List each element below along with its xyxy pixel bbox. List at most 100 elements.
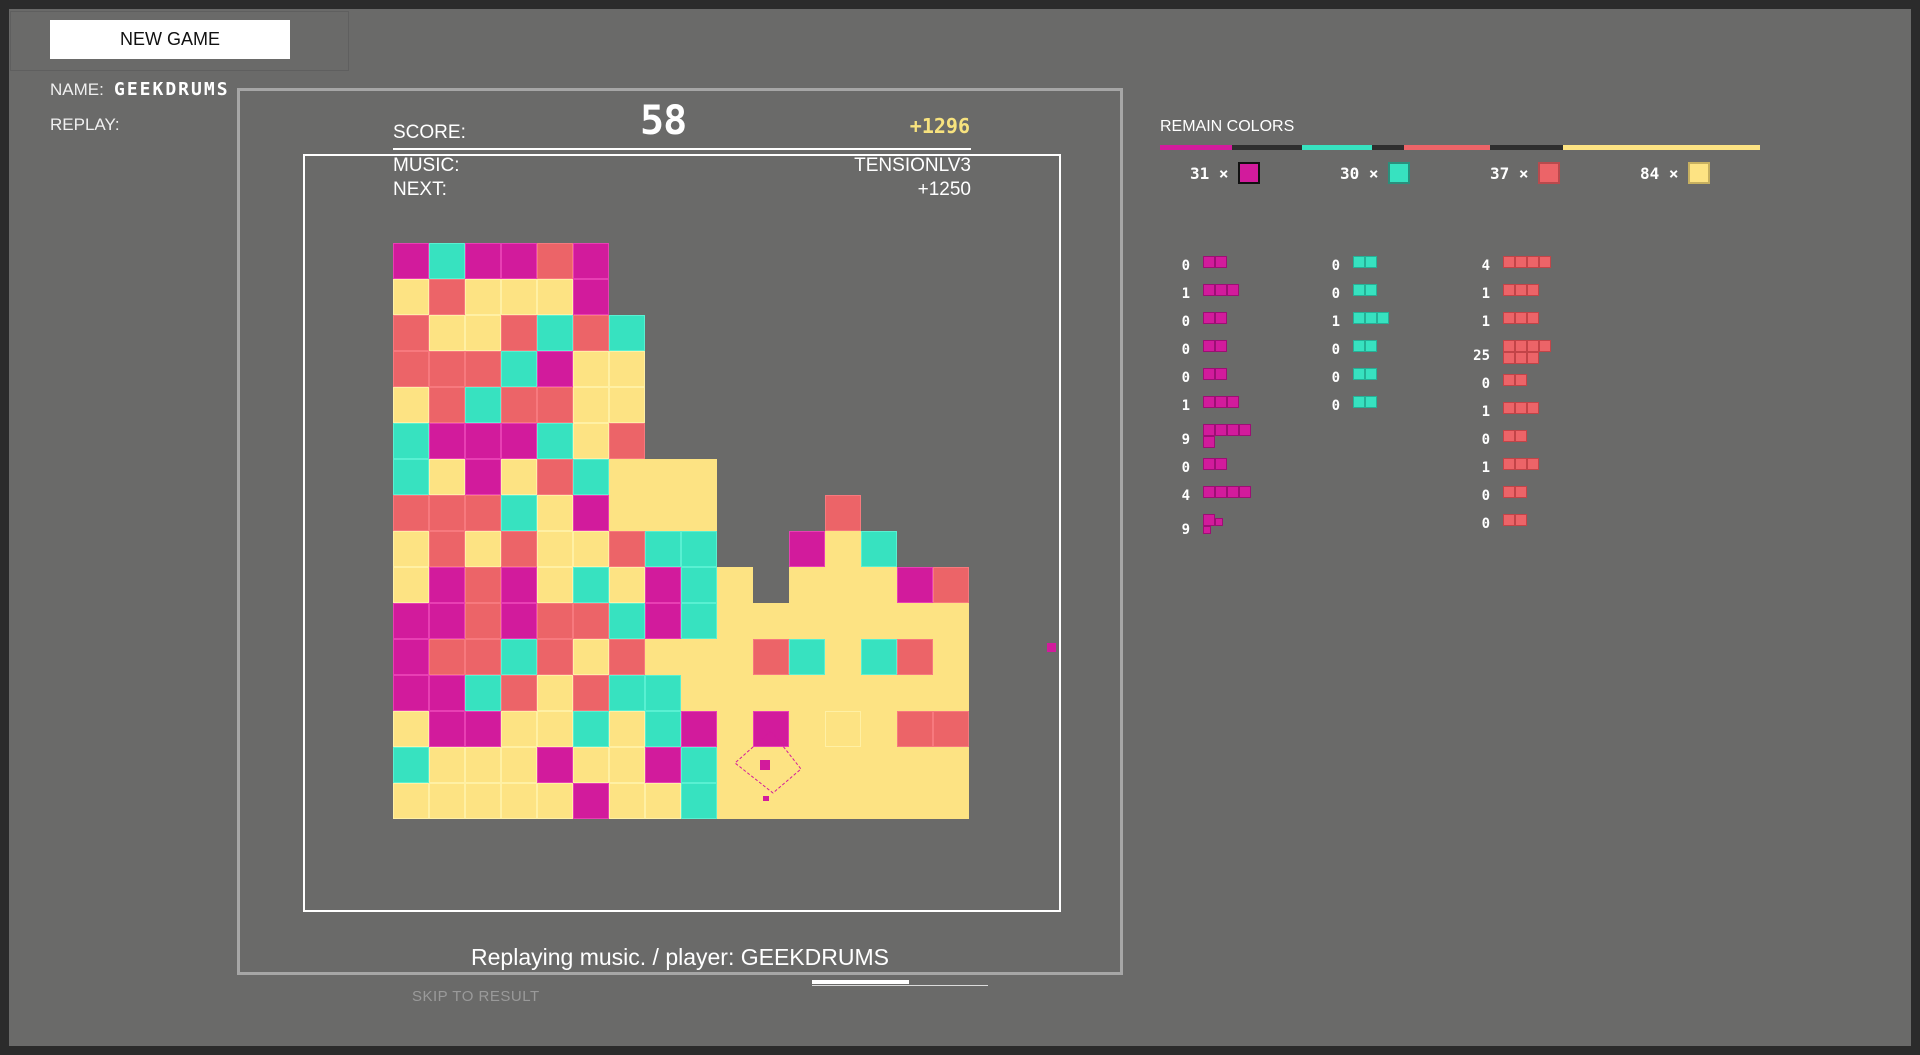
cyan-piece-row: 0 <box>1310 340 1460 368</box>
next-value: +1250 <box>917 179 971 200</box>
cyan-piece-count: 0 <box>1331 342 1340 358</box>
red-piece-block <box>1503 402 1515 414</box>
block-red <box>537 639 573 675</box>
magenta-piece-block <box>1203 256 1215 268</box>
magenta-piece-block <box>1215 284 1227 296</box>
block-red <box>825 495 861 531</box>
block-yellow <box>717 639 753 675</box>
cyan-piece-count: 0 <box>1331 370 1340 386</box>
magenta-piece-block <box>1215 368 1227 380</box>
cyan-piece-count: 0 <box>1331 398 1340 414</box>
block-yellow <box>501 783 537 819</box>
block-cyan <box>537 423 573 459</box>
block-yellow <box>609 747 645 783</box>
block-yellow <box>681 495 717 531</box>
red-piece-block <box>1503 352 1515 364</box>
cyan-piece-block <box>1365 256 1377 268</box>
block-red <box>501 531 537 567</box>
block-magenta <box>645 567 681 603</box>
block-yellow <box>897 675 933 711</box>
replay-progress-bar <box>812 980 909 984</box>
block-yellow <box>753 675 789 711</box>
game-board[interactable] <box>393 243 971 821</box>
block-yellow <box>789 567 825 603</box>
block-magenta <box>393 675 429 711</box>
block-red <box>933 711 969 747</box>
magenta-swatch <box>1238 162 1260 184</box>
block-yellow <box>609 387 645 423</box>
block-magenta <box>573 495 609 531</box>
red-piece-block <box>1515 374 1527 386</box>
block-red <box>573 675 609 711</box>
magenta-piece-block <box>1239 424 1251 436</box>
red-piece-row: 4 <box>1460 256 1610 284</box>
block-cyan <box>645 675 681 711</box>
bonus-points: +1296 <box>909 114 970 138</box>
magenta-piece-row: 1 <box>1160 284 1310 312</box>
block-yellow <box>393 279 429 315</box>
cyan-piece-row: 1 <box>1310 312 1460 340</box>
red-piece-block <box>1527 340 1539 352</box>
block-cyan <box>681 783 717 819</box>
block-magenta <box>681 711 717 747</box>
block-magenta <box>429 603 465 639</box>
block-cyan <box>393 459 429 495</box>
block-yellow <box>501 279 537 315</box>
red-piece-block <box>1515 312 1527 324</box>
block-yellow <box>573 639 609 675</box>
magenta-piece-count: 4 <box>1181 488 1190 504</box>
remain-yellow-count: 84 × <box>1640 164 1679 183</box>
red-piece-block <box>1515 256 1527 268</box>
red-piece-block <box>1515 284 1527 296</box>
block-yellow <box>861 747 897 783</box>
block-cyan <box>501 495 537 531</box>
block-magenta <box>429 711 465 747</box>
skip-to-result-link[interactable]: SKIP TO RESULT <box>412 988 540 1005</box>
playfield-frame <box>303 154 1061 912</box>
block-magenta <box>501 423 537 459</box>
block-yellow <box>789 711 825 747</box>
block-yellow <box>537 495 573 531</box>
magenta-piece-block <box>1239 486 1251 498</box>
block-yellow <box>573 531 609 567</box>
cyan-piece-block <box>1353 340 1365 352</box>
block-yellow <box>393 567 429 603</box>
next-label: NEXT: <box>393 179 447 200</box>
block-yellow <box>717 603 753 639</box>
block-magenta <box>393 603 429 639</box>
cyan-piece-block <box>1365 340 1377 352</box>
block-yellow <box>789 747 825 783</box>
magenta-piece-block <box>1203 396 1215 408</box>
block-red <box>537 243 573 279</box>
new-game-button[interactable]: NEW GAME <box>50 20 290 59</box>
block-yellow <box>537 531 573 567</box>
block-magenta <box>501 603 537 639</box>
magenta-piece-block <box>1215 312 1227 324</box>
block-cyan <box>609 603 645 639</box>
block-yellow <box>861 603 897 639</box>
block-cyan <box>465 387 501 423</box>
block-yellow <box>825 639 861 675</box>
block-red <box>573 603 609 639</box>
magenta-piece-row: 4 <box>1160 486 1310 514</box>
cyan-piece-block <box>1353 396 1365 408</box>
block-red <box>537 387 573 423</box>
block-cyan <box>573 459 609 495</box>
cyan-piece-row: 0 <box>1310 368 1460 396</box>
remain-magenta-count: 31 × <box>1190 164 1229 183</box>
red-piece-block <box>1527 312 1539 324</box>
block-magenta <box>573 279 609 315</box>
block-yellow <box>609 459 645 495</box>
red-piece-count: 1 <box>1481 286 1490 302</box>
block-yellow <box>465 531 501 567</box>
block-yellow <box>609 567 645 603</box>
block-yellow <box>717 783 753 819</box>
block-magenta <box>465 459 501 495</box>
block-yellow <box>465 279 501 315</box>
red-piece-block <box>1515 402 1527 414</box>
block-magenta <box>789 531 825 567</box>
block-yellow <box>645 495 681 531</box>
block-yellow <box>537 783 573 819</box>
block-red <box>429 639 465 675</box>
magenta-piece-block <box>1203 284 1215 296</box>
